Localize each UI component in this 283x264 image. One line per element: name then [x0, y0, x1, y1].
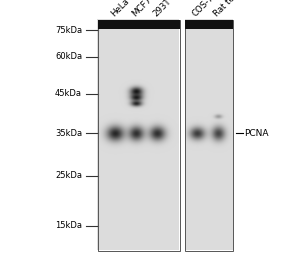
- Text: COS-7: COS-7: [191, 0, 216, 18]
- Text: HeLa: HeLa: [109, 0, 131, 18]
- Bar: [98, 20, 180, 29]
- Text: Rat testis: Rat testis: [212, 0, 247, 18]
- Bar: [98, 20, 180, 251]
- Text: 15kDa: 15kDa: [55, 221, 82, 230]
- Bar: [185, 20, 233, 251]
- Text: MCF7: MCF7: [130, 0, 153, 18]
- Text: 293T: 293T: [151, 0, 173, 18]
- Text: 60kDa: 60kDa: [55, 52, 82, 61]
- Bar: [98, 20, 180, 251]
- Text: 45kDa: 45kDa: [55, 89, 82, 98]
- Bar: [185, 20, 233, 29]
- Text: 25kDa: 25kDa: [55, 171, 82, 180]
- Text: 35kDa: 35kDa: [55, 129, 82, 138]
- Bar: [185, 20, 233, 29]
- Text: PCNA: PCNA: [244, 129, 269, 138]
- Text: 75kDa: 75kDa: [55, 26, 82, 35]
- Bar: [185, 20, 233, 251]
- Bar: [98, 20, 180, 29]
